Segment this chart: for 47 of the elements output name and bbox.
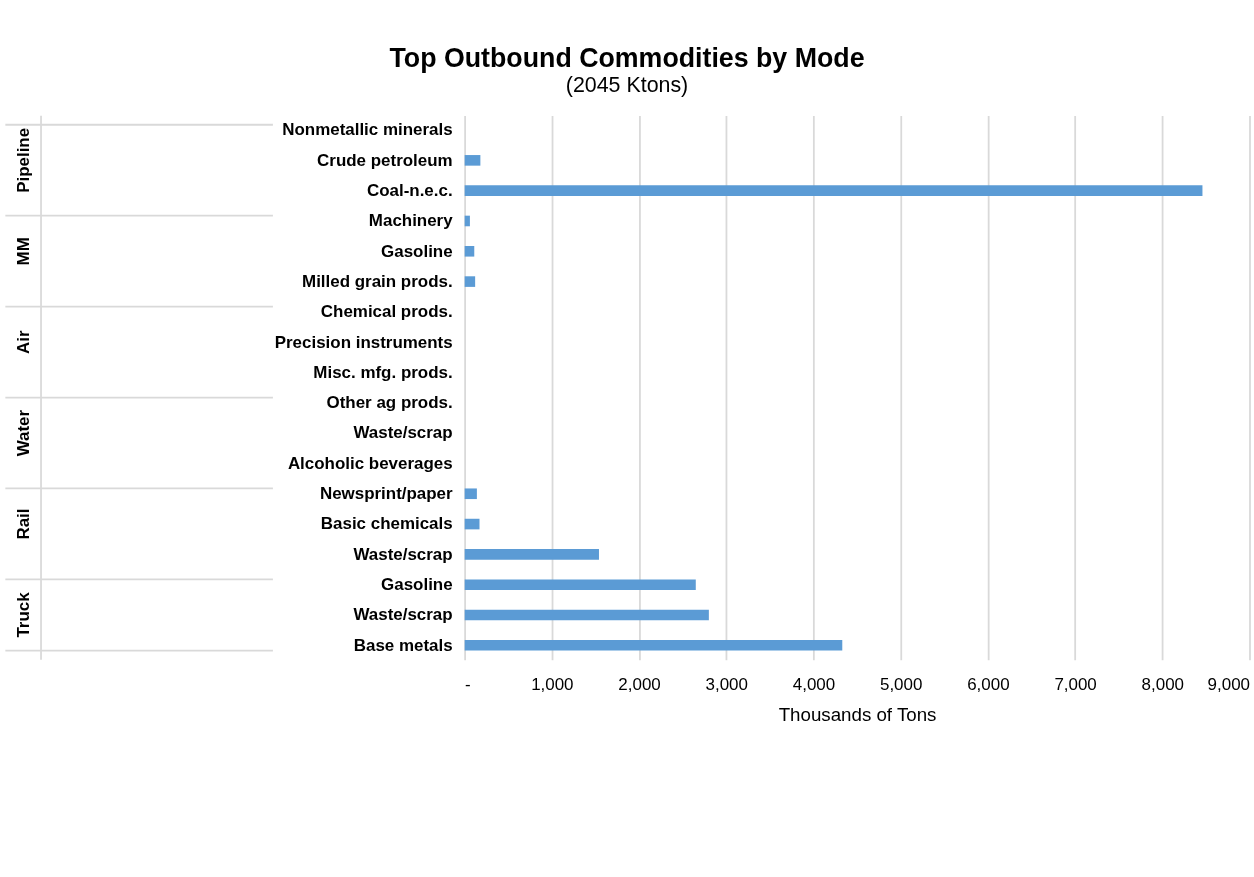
- y-tick-label: Waste/scrap: [353, 544, 453, 564]
- y-tick-label: Misc. mfg. prods.: [313, 362, 453, 382]
- bar: [464, 245, 475, 257]
- y-tick-label: Other ag prods.: [326, 393, 453, 413]
- y-tick-label: Gasoline: [381, 575, 453, 595]
- bar: [464, 155, 481, 166]
- y-tick-label: Machinery: [368, 211, 454, 231]
- y-tick-label: Alcoholic beverages: [287, 453, 453, 473]
- x-tick-label: -: [465, 674, 471, 694]
- bar: [464, 185, 1203, 196]
- x-tick-label: 3,000: [705, 674, 748, 694]
- x-tick-label: 9,000: [1207, 674, 1250, 694]
- x-tick-label: 8,000: [1141, 674, 1184, 694]
- x-tick-label: 4,000: [792, 674, 836, 694]
- x-tick-label: 5,000: [879, 674, 923, 694]
- y-tick-label: Chemical prods.: [320, 302, 453, 322]
- y-tick-label: Basic chemicals: [320, 514, 453, 534]
- x-tick-label: 1,000: [531, 674, 574, 694]
- text: Air: [13, 330, 33, 354]
- x-tick-label: 7,000: [1054, 674, 1097, 694]
- bar: [464, 549, 599, 560]
- bar: [464, 276, 476, 287]
- y-tick-label: Waste/scrap: [353, 605, 453, 625]
- y-tick-label: Crude petroleum: [317, 150, 453, 170]
- y-tick-label: Nonmetallic minerals: [282, 120, 453, 140]
- text: Pipeline: [13, 127, 33, 193]
- y-tick-label: Milled grain prods.: [302, 271, 453, 291]
- chart-subtitle: (2045 Ktons): [565, 73, 689, 98]
- bar: [464, 518, 480, 530]
- y-tick-label: Precision instruments: [274, 332, 453, 352]
- y-tick-label: Base metals: [353, 635, 453, 655]
- text: MM: [13, 237, 33, 266]
- text: Rail: [13, 508, 33, 540]
- y-tick-label: Newsprint/paper: [319, 484, 454, 504]
- bar: [464, 579, 696, 590]
- bar: [464, 640, 843, 651]
- bar: [464, 488, 477, 500]
- y-tick-label: Waste/scrap: [353, 423, 453, 443]
- text: Water: [13, 409, 33, 457]
- x-tick-label: 6,000: [967, 674, 1010, 694]
- y-tick-label: Gasoline: [381, 241, 453, 261]
- x-tick-label: 2,000: [618, 674, 661, 694]
- y-tick-label: Coal-n.e.c.: [366, 181, 453, 201]
- x-axis-title: Thousands of Tons: [778, 703, 937, 725]
- bar: [464, 609, 709, 621]
- chart-title: Top Outbound Commodities by Mode: [389, 43, 865, 74]
- text: Truck: [13, 591, 33, 638]
